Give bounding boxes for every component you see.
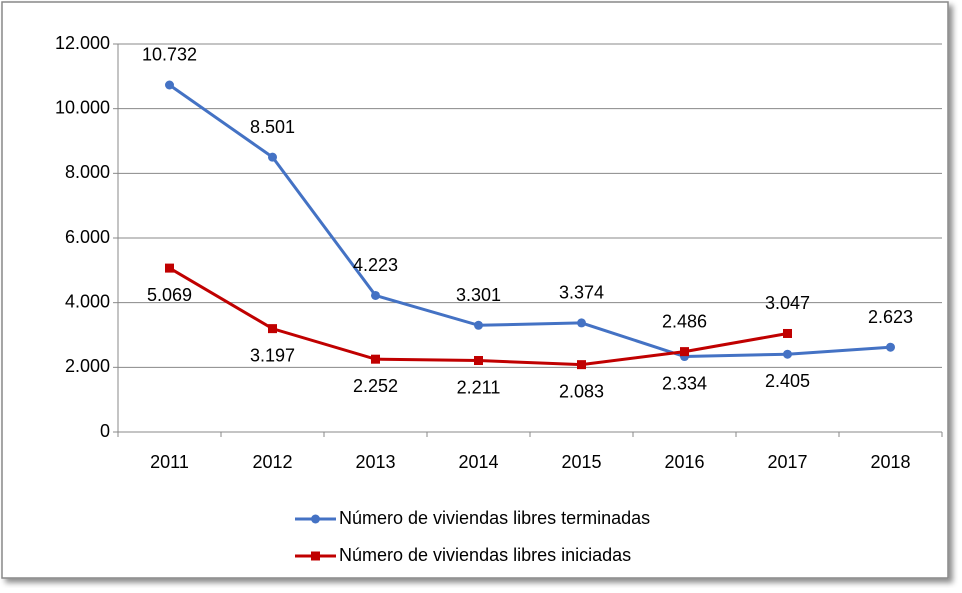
x-tick-label: 2018 [870, 452, 910, 472]
data-label: 10.732 [142, 45, 197, 65]
data-point [165, 80, 174, 90]
data-label: 8.501 [250, 117, 295, 137]
data-label: 2.083 [559, 381, 604, 401]
chart-frame [1, 1, 949, 579]
x-tick-label: 2011 [150, 452, 189, 472]
data-label: 2.405 [765, 371, 810, 391]
data-label: 3.301 [456, 285, 501, 305]
legend-marker [311, 551, 320, 561]
x-tick-label: 2016 [664, 452, 704, 472]
data-label: 3.374 [559, 283, 604, 303]
y-tick-label: 12.000 [55, 33, 110, 53]
data-point [783, 349, 792, 359]
data-point [165, 263, 174, 273]
data-point [268, 152, 277, 162]
data-point [783, 328, 792, 338]
x-tick-label: 2012 [252, 452, 292, 472]
data-point [577, 318, 586, 328]
x-tick-label: 2013 [355, 452, 395, 472]
legend-label: Número de viviendas libres terminadas [339, 508, 650, 528]
legend-marker [311, 514, 320, 524]
series-line [168, 83, 891, 359]
y-tick-label: 8.000 [65, 162, 110, 182]
data-label: 2.486 [662, 311, 707, 331]
y-tick-label: 10.000 [55, 97, 110, 117]
data-label: 2.334 [662, 373, 707, 393]
data-label: 2.252 [353, 376, 398, 396]
data-point [474, 356, 483, 366]
data-label: 2.211 [457, 377, 501, 397]
data-point [680, 347, 689, 357]
x-tick-label: 2015 [561, 452, 601, 472]
y-tick-label: 0 [100, 421, 110, 441]
data-point [886, 342, 895, 352]
x-tick-label: 2017 [767, 452, 807, 472]
data-label: 2.623 [868, 307, 913, 327]
data-point [371, 290, 380, 300]
data-label: 4.223 [353, 255, 398, 275]
data-label: 3.197 [250, 345, 295, 365]
y-tick-label: 2.000 [65, 356, 110, 376]
legend-label: Número de viviendas libres iniciadas [339, 545, 631, 565]
data-label: 3.047 [765, 293, 810, 313]
data-point [268, 324, 277, 334]
data-label: 5.069 [147, 285, 192, 305]
y-tick-label: 4.000 [65, 291, 110, 311]
data-point [371, 354, 380, 364]
y-tick-label: 6.000 [65, 227, 110, 247]
data-point [474, 320, 483, 330]
x-tick-label: 2014 [458, 452, 498, 472]
data-point [577, 360, 586, 370]
